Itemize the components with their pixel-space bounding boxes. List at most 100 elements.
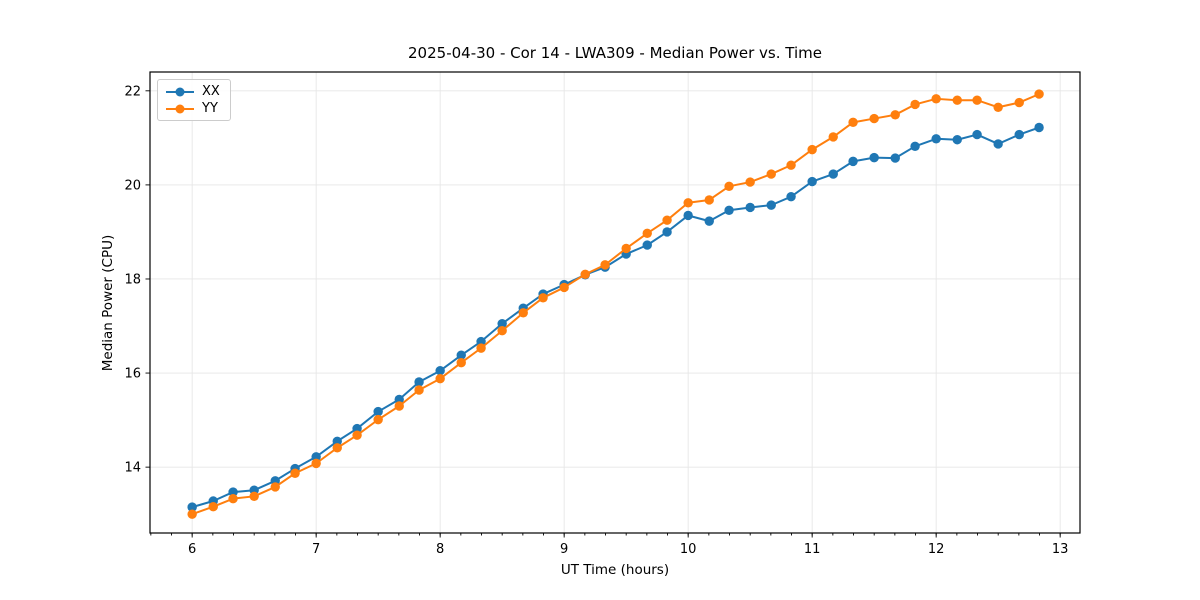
data-point-yy <box>745 177 755 187</box>
x-tick-label: 12 <box>928 542 945 557</box>
legend-marker-yy <box>166 104 194 114</box>
data-point-xx <box>848 156 858 167</box>
data-point-xx <box>931 134 941 144</box>
data-point-xx <box>807 176 817 187</box>
data-point-yy <box>993 102 1003 112</box>
data-point-yy <box>890 110 900 120</box>
data-point-yy <box>828 132 838 142</box>
data-point-xx <box>745 202 755 213</box>
legend-marker-xx <box>166 87 194 97</box>
legend-entry-xx: XX <box>166 85 220 98</box>
data-point-xx <box>476 336 486 347</box>
data-point-xx <box>869 152 879 163</box>
x-tick-label: 10 <box>680 542 697 557</box>
data-point-yy <box>807 144 817 155</box>
data-point-yy <box>931 94 941 104</box>
data-point-xx <box>456 350 466 360</box>
y-tick-label: 18 <box>124 272 141 287</box>
data-point-yy <box>518 308 528 318</box>
x-tick-label: 9 <box>560 542 568 557</box>
gridlines <box>150 72 1080 533</box>
data-point-yy <box>373 414 383 425</box>
data-point-yy <box>1014 97 1024 108</box>
x-tick-label: 8 <box>436 542 444 557</box>
data-point-yy <box>972 95 982 105</box>
y-axis-label: Median Power (CPU) <box>100 234 116 372</box>
data-point-yy <box>642 228 652 239</box>
y-tick-label: 20 <box>124 178 141 193</box>
data-point-yy <box>394 401 404 411</box>
data-point-yy <box>1034 89 1044 99</box>
data-point-xx <box>828 169 838 179</box>
data-point-xx <box>394 394 404 405</box>
x-tick-label: 13 <box>1052 542 1069 557</box>
y-tick-label: 14 <box>124 461 141 476</box>
data-point-xx <box>662 227 672 237</box>
data-point-yy <box>476 343 486 353</box>
data-point-xx <box>497 318 507 329</box>
data-point-yy <box>848 117 858 128</box>
legend-entry-yy: YY <box>166 102 220 115</box>
data-point-xx <box>1034 122 1044 133</box>
series-yy <box>187 89 1044 519</box>
data-point-yy <box>249 491 259 502</box>
data-point-xx <box>352 423 362 434</box>
data-point-yy <box>311 458 321 469</box>
data-point-yy <box>786 160 796 170</box>
data-point-xx <box>373 406 383 417</box>
data-point-yy <box>435 374 445 384</box>
data-point-xx <box>766 200 776 210</box>
x-tick-label: 7 <box>312 542 320 557</box>
data-point-yy <box>559 282 569 293</box>
data-point-yy <box>538 293 548 303</box>
data-point-yy <box>621 243 631 254</box>
data-point-yy <box>290 468 300 478</box>
data-point-yy <box>724 181 734 192</box>
plot-border <box>149 71 1081 534</box>
data-point-xx <box>910 141 920 152</box>
legend-label-yy: YY <box>202 101 218 116</box>
data-point-xx <box>786 191 796 202</box>
data-point-xx <box>642 240 652 250</box>
y-tick-label: 16 <box>124 367 141 382</box>
data-point-yy <box>662 215 672 225</box>
data-point-yy <box>497 326 507 336</box>
data-point-yy <box>208 501 218 512</box>
data-point-yy <box>228 493 238 504</box>
data-point-yy <box>683 198 693 208</box>
data-point-xx <box>187 502 197 512</box>
series-line-yy <box>191 93 1041 516</box>
data-point-xx <box>683 210 693 221</box>
data-point-yy <box>704 195 714 205</box>
data-point-yy <box>414 385 424 395</box>
data-point-yy <box>910 99 920 110</box>
tick-labels: 6 7 8 9 10 11 12 13 14 16 18 20 22 <box>124 84 1068 557</box>
x-tick-label: 11 <box>804 542 821 557</box>
data-point-xx <box>704 216 714 226</box>
data-point-yy <box>580 269 590 279</box>
x-tick-label: 6 <box>188 542 196 557</box>
data-point-yy <box>456 358 466 368</box>
data-point-yy <box>600 260 610 270</box>
data-point-yy <box>270 482 280 492</box>
data-point-yy <box>952 95 962 105</box>
x-axis-label: UT Time (hours) <box>560 562 670 578</box>
axis-ticks <box>145 90 1061 538</box>
data-point-xx <box>724 205 734 215</box>
data-point-yy <box>766 169 776 179</box>
data-point-yy <box>187 509 197 519</box>
legend: XX YY <box>157 79 231 121</box>
data-point-xx <box>332 436 342 446</box>
data-point-xx <box>228 487 238 497</box>
y-tick-label: 22 <box>124 84 141 99</box>
data-point-yy <box>352 430 362 440</box>
chart-title: 2025-04-30 - Cor 14 - LWA309 - Median Po… <box>408 44 822 62</box>
data-point-xx <box>890 153 900 163</box>
data-point-yy <box>869 113 879 124</box>
data-point-xx <box>311 452 321 462</box>
data-point-yy <box>332 443 342 453</box>
data-point-xx <box>414 377 424 387</box>
data-point-xx <box>972 129 982 140</box>
